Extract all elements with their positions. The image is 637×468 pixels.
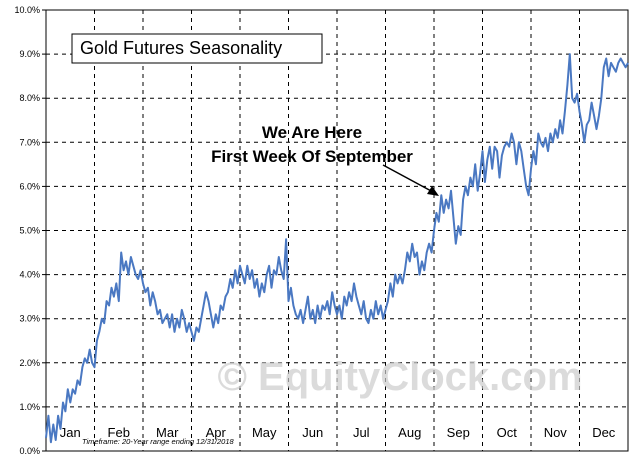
annotation-arrowhead [427, 186, 439, 196]
footnote: Timeframe: 20-Year range ending 12/31/20… [82, 437, 235, 446]
y-tick-label: 6.0% [19, 181, 40, 191]
x-tick-label: Mar [156, 425, 179, 440]
y-tick-label: 0.0% [19, 446, 40, 456]
x-tick-label: Dec [592, 425, 616, 440]
x-tick-label: Aug [398, 425, 421, 440]
x-tick-label: Nov [544, 425, 568, 440]
x-tick-label: Jun [302, 425, 323, 440]
y-tick-label: 10.0% [14, 5, 40, 15]
annotation-line-1: We Are Here [262, 123, 362, 142]
annotation-arrow [382, 164, 434, 193]
x-tick-label: Jul [353, 425, 370, 440]
x-tick-label: Feb [108, 425, 130, 440]
y-tick-label: 1.0% [19, 402, 40, 412]
y-tick-label: 7.0% [19, 137, 40, 147]
y-tick-label: 4.0% [19, 270, 40, 280]
series-group [45, 53, 629, 444]
title-box [71, 33, 323, 64]
y-tick-label: 2.0% [19, 358, 40, 368]
chart-title: Gold Futures Seasonality [80, 38, 282, 58]
annotation-line-2: First Week Of September [211, 147, 413, 166]
y-tick-label: 9.0% [19, 49, 40, 59]
y-tick-label: 3.0% [19, 314, 40, 324]
x-tick-label: Apr [206, 425, 227, 440]
x-axis-ticks: Jan Feb Mar Apr May Jun Jul Aug Sep Oct Nov Dec [60, 425, 616, 440]
series-line [45, 53, 629, 444]
x-tick-label: Sep [447, 425, 470, 440]
x-tick-label: May [252, 425, 277, 440]
y-tick-label: 8.0% [19, 93, 40, 103]
y-tick-label: 5.0% [19, 226, 40, 236]
watermark: © EquityClock.com [217, 355, 582, 399]
x-tick-label: Jan [60, 425, 81, 440]
grid [46, 10, 628, 451]
y-axis-ticks: 0.0% 1.0% 2.0% 3.0% 4.0% 5.0% 6.0% 7.0% 8.0% 9.0%… [14, 5, 46, 456]
x-tick-label: Oct [497, 425, 518, 440]
